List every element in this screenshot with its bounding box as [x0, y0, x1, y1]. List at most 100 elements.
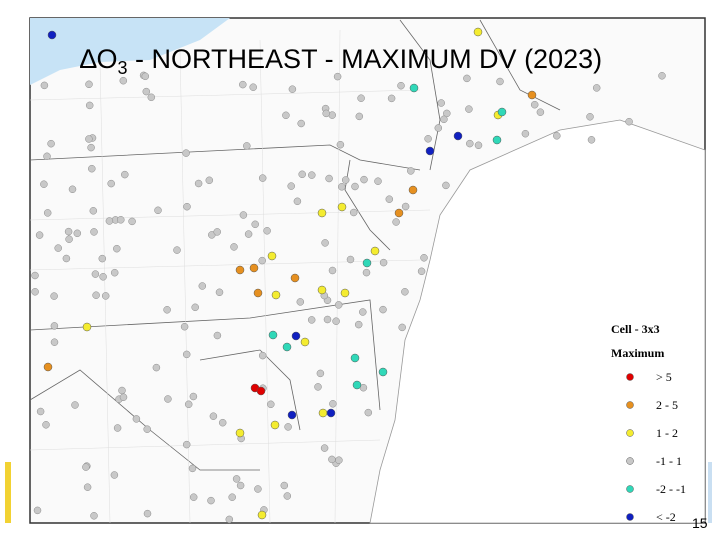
legend-swatch [626, 485, 634, 493]
site-marker [180, 322, 189, 331]
site-marker [64, 227, 73, 236]
accent-bar [708, 462, 712, 523]
site-marker [31, 271, 39, 280]
site-marker [443, 109, 451, 118]
legend: > 5 2 - 5 1 - 2 -1 - 1 -2 - -1 < -2 [626, 370, 686, 524]
site-marker [401, 288, 409, 296]
site-marker [440, 115, 448, 124]
site-marker [333, 72, 342, 81]
legend-swatch [626, 429, 634, 437]
site-marker [191, 303, 199, 312]
site-marker [143, 509, 152, 518]
site-marker [88, 164, 96, 173]
site-marker [142, 87, 151, 96]
site-marker [497, 107, 507, 117]
site-marker [184, 400, 193, 409]
title-subscript: 3 [118, 58, 128, 78]
site-marker [101, 292, 110, 300]
site-marker [521, 129, 530, 138]
site-marker [398, 323, 406, 332]
site-marker [587, 136, 596, 144]
site-marker [113, 244, 121, 253]
site-marker [424, 135, 432, 143]
site-marker [280, 481, 289, 490]
site-marker [401, 202, 410, 211]
site-marker [338, 183, 346, 191]
site-marker [91, 270, 100, 278]
site-marker [73, 229, 82, 238]
site-marker [317, 285, 327, 295]
site-marker [99, 273, 107, 281]
site-marker [228, 493, 236, 501]
site-marker [141, 72, 150, 81]
site-marker [119, 76, 128, 85]
site-marker [110, 471, 119, 479]
site-marker [258, 256, 266, 265]
site-marker [239, 211, 248, 219]
site-marker [189, 493, 198, 501]
site-markers [31, 71, 666, 524]
site-marker [409, 83, 419, 93]
legend-swatch [626, 513, 634, 521]
site-marker [249, 83, 257, 91]
site-marker [527, 90, 537, 100]
site-marker [198, 282, 207, 290]
site-marker [42, 421, 50, 429]
site-marker [442, 181, 450, 190]
site-marker [408, 185, 418, 195]
site-marker [188, 464, 197, 473]
site-marker [244, 230, 253, 238]
site-marker [287, 182, 295, 190]
site-marker [62, 254, 71, 263]
site-marker [332, 317, 340, 325]
site-marker [334, 301, 343, 309]
site-marker [87, 143, 95, 152]
site-marker [354, 320, 363, 329]
site-marker [35, 231, 44, 239]
site-marker [283, 492, 292, 500]
legend-label: 2 - 5 [656, 398, 678, 412]
site-marker [83, 483, 92, 491]
site-marker [36, 407, 45, 416]
site-marker [117, 216, 125, 224]
page-number: 15 [692, 515, 708, 531]
site-marker [387, 94, 396, 103]
highlighted-sites [43, 27, 537, 520]
site-marker [357, 94, 365, 102]
ocean [369, 119, 706, 524]
site-marker [253, 288, 263, 298]
site-marker [318, 408, 328, 418]
site-marker [119, 393, 128, 401]
site-marker [40, 180, 48, 188]
site-marker [213, 228, 221, 236]
site-marker [82, 463, 90, 471]
site-marker [321, 239, 329, 247]
site-marker [143, 425, 151, 433]
site-marker [362, 268, 371, 277]
site-marker [82, 322, 92, 332]
legend-swatch [626, 457, 634, 465]
site-marker [553, 132, 561, 140]
slide-title: ∆O3 - NORTHEAST - MAXIMUM DV (2023) [80, 44, 602, 78]
site-marker [154, 206, 162, 215]
site-marker [239, 80, 247, 89]
site-marker [407, 167, 415, 175]
site-marker [362, 258, 372, 268]
site-marker [257, 510, 267, 520]
site-marker [50, 338, 59, 346]
site-marker [243, 142, 251, 150]
site-marker [308, 171, 316, 179]
site-marker [282, 111, 290, 120]
site-marker [173, 246, 181, 254]
site-marker [251, 220, 259, 229]
site-marker [235, 265, 245, 275]
site-marker [271, 290, 281, 300]
site-marker [392, 218, 400, 226]
site-marker [267, 251, 277, 261]
site-marker [496, 77, 504, 86]
site-marker [225, 515, 234, 524]
site-marker [43, 209, 52, 217]
site-marker [288, 85, 297, 93]
site-marker [267, 400, 275, 409]
site-marker [121, 170, 129, 179]
